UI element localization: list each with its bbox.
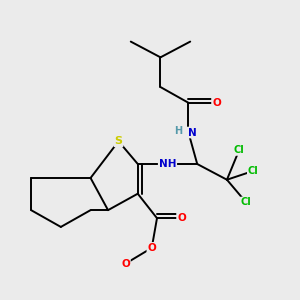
Text: NH: NH [159, 159, 176, 169]
Text: O: O [147, 243, 156, 253]
Text: N: N [188, 128, 196, 137]
Text: Cl: Cl [241, 197, 251, 208]
Text: H: H [175, 126, 183, 136]
Text: O: O [121, 259, 130, 269]
Text: O: O [177, 213, 186, 223]
Text: S: S [115, 136, 122, 146]
Text: Cl: Cl [248, 166, 259, 176]
Text: O: O [212, 98, 221, 108]
Text: Cl: Cl [234, 145, 244, 155]
